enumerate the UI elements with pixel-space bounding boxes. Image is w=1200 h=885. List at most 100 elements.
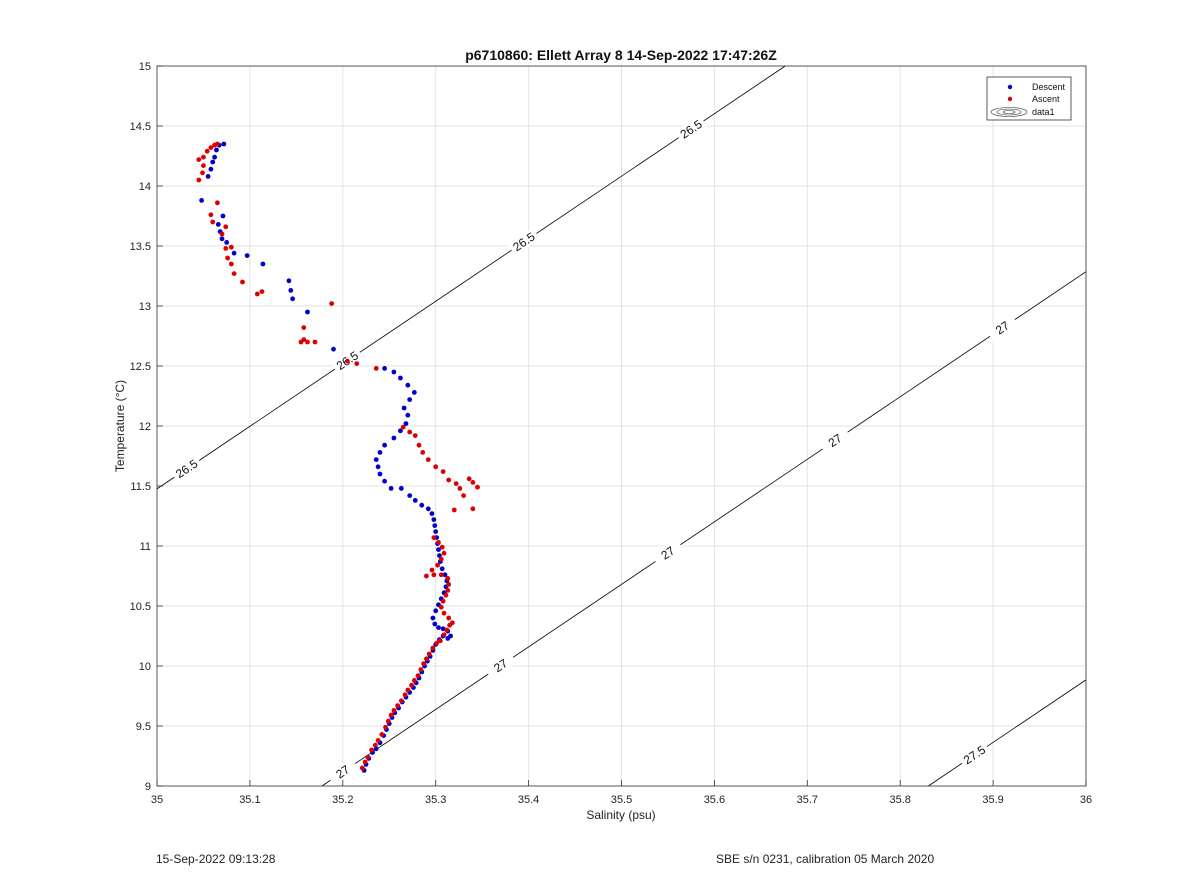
ascent-point [362, 759, 368, 765]
descent-point [405, 382, 411, 388]
ascent-point [437, 638, 443, 644]
ascent-point [415, 673, 421, 678]
ascent-point [431, 535, 437, 540]
descent-point [430, 615, 436, 621]
x-tick-label: 35.8 [889, 794, 910, 806]
ascent-point [445, 588, 451, 593]
ascent-point [416, 442, 422, 448]
ascent-point [418, 667, 424, 672]
ascent-point [231, 271, 237, 276]
descent-point [305, 309, 310, 315]
descent-point [290, 296, 296, 302]
contour-line [321, 271, 1087, 787]
y-axis-ticks: 9 9.5 10 10.5 11 11.5 12 12.5 13 13.5 14 14.5 15 [130, 61, 163, 793]
y-tick-label: 12.5 [130, 361, 151, 373]
ascent-point [457, 486, 463, 491]
descent-point [382, 442, 388, 448]
ascent-point [434, 640, 440, 646]
descent-point [403, 421, 409, 426]
descent-point [405, 412, 411, 418]
ascent-point [453, 481, 459, 486]
y-tick-label: 15 [139, 61, 151, 73]
ascent-point [431, 572, 437, 578]
ascent-point [424, 573, 429, 579]
x-tick-label: 35.2 [332, 794, 353, 806]
ascent-point [433, 464, 439, 470]
descent-point [432, 621, 438, 627]
ascent-point [196, 177, 202, 183]
ascent-point [201, 154, 206, 160]
descent-point [398, 486, 404, 491]
ascent-point [223, 246, 229, 251]
ascent-point [223, 224, 229, 230]
contour-label-bg [958, 740, 991, 770]
ascent-point [420, 450, 426, 455]
ascent-point [424, 656, 429, 662]
descent-point [214, 147, 219, 153]
ascent-point [451, 507, 457, 513]
ascent-point [298, 339, 304, 345]
descent-point [373, 746, 379, 752]
descent-point [448, 633, 453, 639]
descent-point [425, 506, 431, 512]
legend-ascent-marker [1007, 96, 1013, 102]
legend-contour-label: data1 [1032, 107, 1055, 117]
y-tick-label: 14.5 [130, 121, 151, 133]
descent-point [401, 405, 407, 411]
ascent-point [369, 747, 374, 753]
descent-point [244, 253, 250, 258]
ascent-point [388, 712, 394, 718]
descent-point [210, 159, 216, 165]
y-axis-label: Temperature (°C) [113, 380, 127, 472]
ascent-point [466, 476, 472, 482]
ascent-point [329, 301, 335, 306]
ascent-point [441, 550, 447, 556]
ascent-point [470, 506, 476, 512]
ascent-point [450, 620, 455, 626]
ascent-point [441, 632, 447, 638]
descent-point [429, 511, 435, 516]
descent-point [286, 278, 292, 284]
descent-point [375, 464, 381, 470]
descent-point [199, 198, 204, 203]
ascent-point [214, 141, 220, 147]
ascent-point [439, 544, 445, 550]
descent-point [373, 457, 379, 462]
ascent-point [354, 361, 360, 366]
ascent-point [405, 687, 411, 693]
descent-point [382, 478, 388, 484]
descent-point [436, 625, 441, 630]
ascent-series [196, 141, 480, 771]
ascent-point [359, 765, 365, 771]
x-tick-label: 35.7 [797, 794, 818, 806]
ascent-point [240, 279, 245, 285]
y-tick-label: 13 [139, 301, 151, 313]
ascent-point [407, 429, 413, 435]
ascent-point [429, 567, 435, 573]
contour-label-bg [484, 651, 518, 680]
ascent-point [461, 493, 466, 498]
ascent-point [301, 325, 307, 330]
y-tick-label: 11.5 [130, 481, 151, 493]
ascent-point [446, 615, 452, 621]
ascent-point [379, 732, 385, 737]
ascent-point [438, 572, 444, 578]
legend-descent-marker [1007, 84, 1013, 90]
contour-label-bg [507, 227, 541, 257]
ascent-point [440, 598, 446, 604]
ascent-point [425, 457, 431, 462]
ascent-point [446, 582, 452, 587]
ascent-point [201, 163, 206, 169]
descent-point [436, 547, 441, 552]
descent-point [219, 236, 225, 242]
footer-calibration: SBE s/n 0231, calibration 05 March 2020 [716, 852, 935, 866]
x-tick-label: 35.9 [982, 794, 1003, 806]
contour-label-bg [674, 115, 708, 144]
descent-point [391, 369, 397, 375]
legend-contour-icon [990, 107, 1028, 117]
ascent-point [210, 219, 216, 225]
descent-point [412, 498, 418, 503]
ascent-point [446, 477, 452, 483]
x-tick-label: 35 [151, 794, 163, 806]
